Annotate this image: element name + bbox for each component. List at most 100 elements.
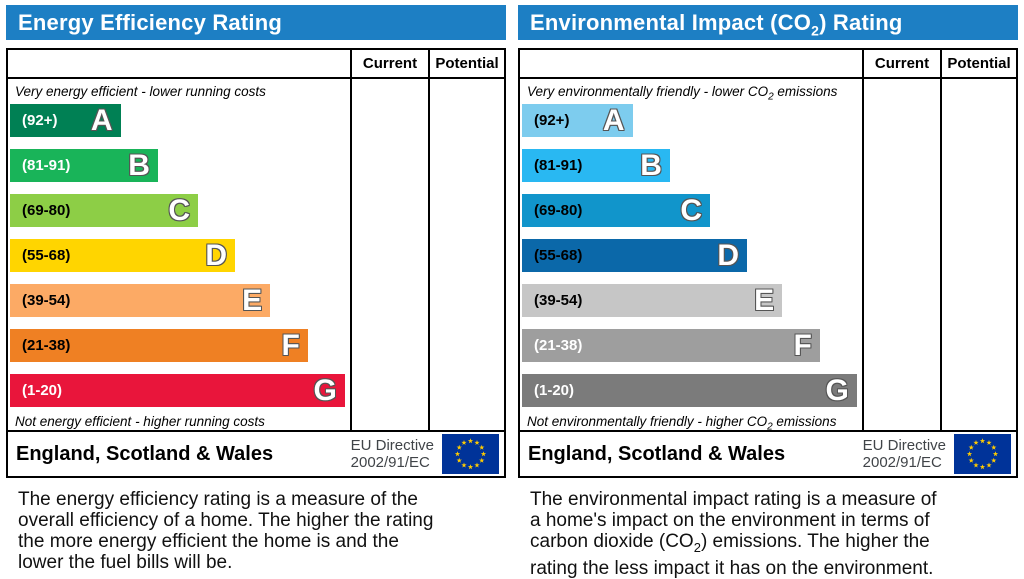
energy-band-a: (92+) A [10,104,121,137]
energy-band-f: (21-38) F [10,329,308,362]
eu-directive-label: EU Directive 2002/91/EC [351,437,442,471]
band-letter: A [602,103,625,137]
band-letter: C [168,193,191,227]
caption-text: emissions [773,84,838,99]
description-text: carbon dioxide (CO [530,531,694,552]
eu-directive-line2: 2002/91/EC [350,454,430,471]
description-subscript: 2 [693,539,701,555]
eu-flag-icon [954,434,1011,474]
environmental-table-footer: England, Scotland & Wales EU Directive 2… [520,430,1016,476]
band-range-label: (21-38) [534,337,583,354]
environmental-band-d: (55-68) D [522,238,748,272]
band-letter: G [825,373,849,407]
description-text: ) emissions. The higher the [700,531,930,552]
energy-description-line: overall efficiency of a home. The higher… [18,510,434,531]
band-letter: A [90,103,113,137]
environmental-description-line: a home's impact on the environment in te… [530,510,930,531]
band-range-label: (81-91) [534,157,583,174]
environmental-panel-title: Environmental Impact (CO2) Rating [518,5,1018,40]
band-range-label: (1-20) [22,382,63,399]
band-range-label: (55-68) [534,247,583,264]
eu-directive-line1: EU Directive [862,437,946,454]
environmental-table-header: Current Potential [520,50,1016,79]
environmental-description: The environmental impact rating is a mea… [518,489,1018,579]
energy-potential-cell [428,79,504,430]
eu-flag-icon [442,434,499,474]
band-range-label: (39-54) [534,292,583,309]
band-range-label: (92+) [534,112,570,129]
band-range-label: (92+) [22,112,58,129]
environmental-band-chart: Very environmentally friendly - lower CO… [520,79,862,433]
environmental-description-line: carbon dioxide (CO2) emissions. The high… [530,531,1018,558]
energy-description-line: lower the fuel bills will be. [18,552,233,573]
caption-subscript: 2 [767,421,773,433]
band-letter: D [717,238,740,272]
environmental-band-b: (81-91) B [522,149,670,182]
band-range-label: (81-91) [22,157,71,174]
environmental-rating-table: Current Potential Very environmentally f… [518,48,1018,478]
band-letter: F [793,328,812,362]
environmental-impact-panel: Environmental Impact (CO2) Rating Curren… [518,5,1018,579]
potential-column-header: Potential [940,50,1016,77]
energy-band-d: (55-68) D [10,238,236,272]
band-letter: F [281,328,300,362]
environmental-chart-row: Very environmentally friendly - lower CO… [520,79,1016,433]
band-letter: E [754,283,775,317]
energy-current-cell [350,79,428,430]
environmental-band-e: (39-54) E [522,283,783,317]
energy-table-footer: England, Scotland & Wales EU Directive 2… [8,430,504,476]
energy-chart-row: Very energy efficient - lower running co… [8,79,504,430]
current-column-header: Current [862,50,940,77]
energy-efficiency-panel: Energy Efficiency Rating Current Potenti… [6,5,506,579]
header-spacer [520,50,862,77]
potential-column-header: Potential [428,50,504,77]
caption-subscript: 2 [768,91,774,103]
environmental-description-line: rating the less impact it has on the env… [530,557,934,579]
band-range-label: (69-80) [22,202,71,219]
band-letter: E [242,283,263,317]
energy-rating-table: Current Potential Very energy efficient … [6,48,506,478]
band-letter: C [680,193,703,227]
energy-band-chart: Very energy efficient - lower running co… [8,79,350,430]
caption-text: emissions [772,414,837,429]
band-range-label: (39-54) [22,292,71,309]
caption-text: Not environmentally friendly - higher CO [527,414,768,429]
energy-panel-title: Energy Efficiency Rating [6,5,506,40]
energy-band-e: (39-54) E [10,283,271,317]
environmental-band-g: (1-20) G [522,374,857,407]
environmental-band-a: (92+) A [522,104,633,137]
band-range-label: (69-80) [534,202,583,219]
band-letter: D [205,238,228,272]
band-letter: B [128,148,150,182]
band-range-label: (21-38) [22,337,71,354]
energy-bands: (92+) A (81-91) B (69-80) C (55-68) D (39-54… [10,104,350,407]
environmental-current-cell [862,79,940,430]
title-text: Environmental Impact (CO [530,10,812,35]
environmental-potential-cell [940,79,1016,430]
band-letter: G [313,373,337,407]
energy-band-g: (1-20) G [10,374,345,407]
caption-text: Very environmentally friendly - lower CO [527,84,769,99]
environmental-bands: (92+) A (81-91) B (69-80) C (55-68) D (39-54… [522,104,862,407]
environmental-bottom-caption: Not environmentally friendly - higher CO… [522,407,862,433]
eu-directive-line2: 2002/91/EC [862,454,942,471]
band-range-label: (55-68) [22,247,71,264]
header-spacer [8,50,350,77]
energy-band-c: (69-80) C [10,193,199,227]
eu-directive-line1: EU Directive [350,437,434,454]
band-letter: B [640,148,662,182]
environmental-description-line: The environmental impact rating is a mea… [530,489,937,510]
title-text: ) Rating [819,10,903,35]
current-column-header: Current [350,50,428,77]
energy-top-caption: Very energy efficient - lower running co… [15,84,266,99]
energy-description-line: The energy efficiency rating is a measur… [18,489,418,510]
environmental-band-f: (21-38) F [522,329,820,362]
energy-table-header: Current Potential [8,50,504,79]
band-range-label: (1-20) [534,382,575,399]
energy-description: The energy efficiency rating is a measur… [6,489,506,573]
energy-description-line: the more energy efficient the home is an… [18,531,399,552]
energy-band-b: (81-91) B [10,149,158,182]
region-label: England, Scotland & Wales [528,442,786,465]
title-subscript: 2 [811,22,820,39]
